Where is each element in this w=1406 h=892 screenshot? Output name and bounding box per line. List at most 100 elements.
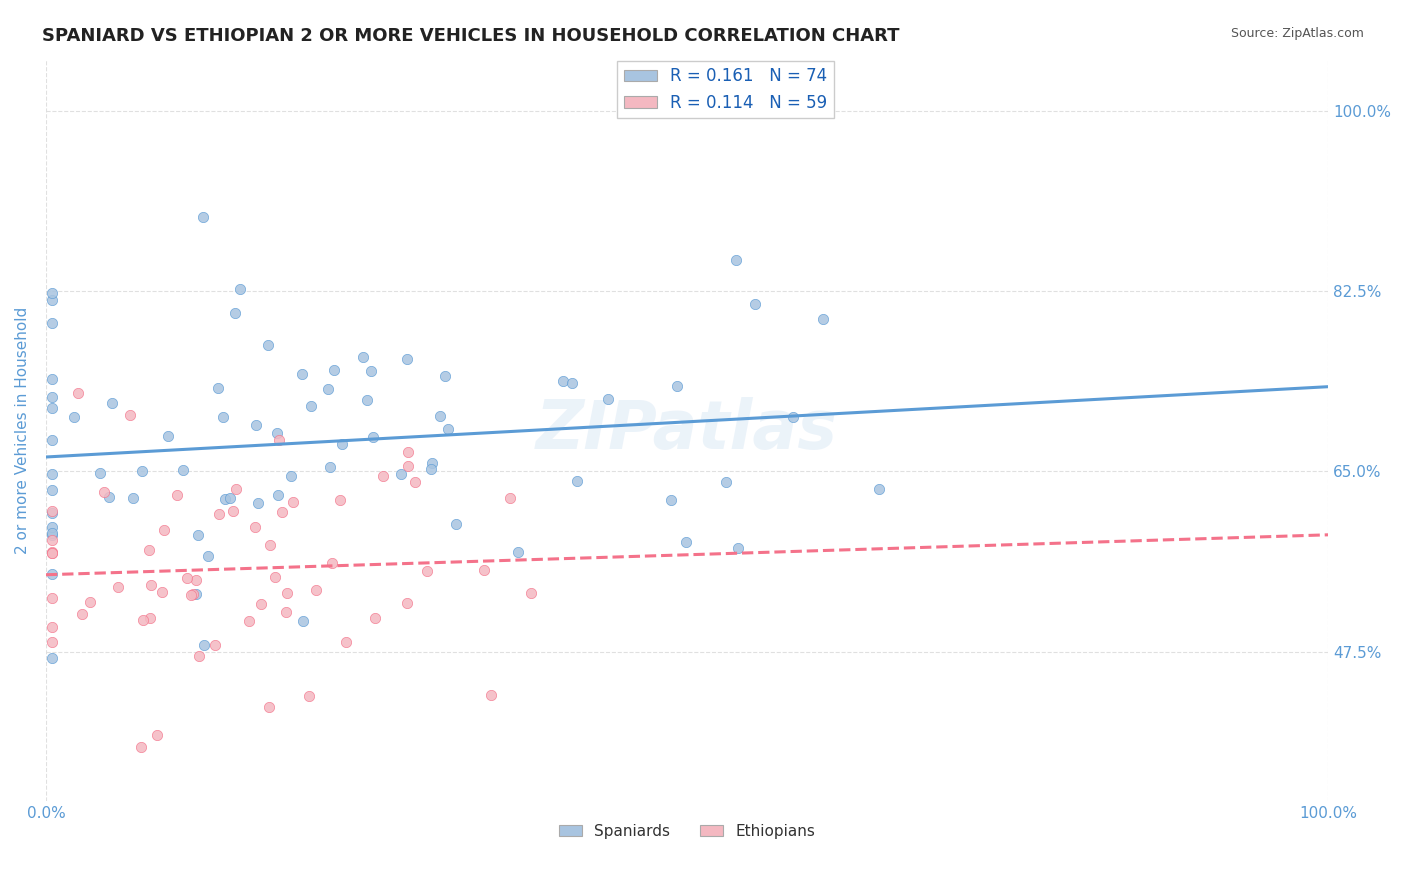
Point [299, 399, 322, 413]
Point [259, 538, 281, 552]
Point [323, 362, 346, 376]
Point [121, 491, 143, 505]
Point [41, 620, 63, 634]
Point [420, 456, 443, 470]
Point [416, 564, 439, 578]
Point [267, 433, 290, 447]
Point [519, 585, 541, 599]
Point [229, 282, 252, 296]
Point [364, 610, 387, 624]
Point [207, 382, 229, 396]
Text: Source: ZipAtlas.com: Source: ZipAtlas.com [1230, 27, 1364, 40]
Point [131, 464, 153, 478]
Point [41, 533, 63, 548]
Point [98, 490, 121, 504]
Point [744, 297, 766, 311]
Text: SPANIARD VS ETHIOPIAN 2 OR MORE VEHICLES IN HOUSEHOLD CORRELATION CHART: SPANIARD VS ETHIOPIAN 2 OR MORE VEHICLES… [42, 27, 900, 45]
Point [259, 700, 281, 714]
Point [193, 638, 215, 652]
Point [395, 352, 418, 367]
Point [101, 396, 124, 410]
Point [291, 614, 314, 628]
Point [41, 506, 63, 520]
Point [41, 546, 63, 560]
Point [172, 463, 194, 477]
Point [41, 634, 63, 648]
Point [214, 492, 236, 507]
Point [257, 337, 280, 351]
Point [714, 475, 737, 489]
Point [208, 508, 231, 522]
Point [41, 390, 63, 404]
Point [479, 688, 502, 702]
Point [139, 611, 162, 625]
Point [396, 458, 419, 473]
Point [437, 422, 460, 436]
Point [335, 635, 357, 649]
Point [811, 311, 834, 326]
Point [72, 607, 94, 622]
Point [598, 392, 620, 407]
Point [250, 597, 273, 611]
Y-axis label: 2 or more Vehicles in Household: 2 or more Vehicles in Household [15, 307, 30, 554]
Point [318, 382, 340, 396]
Point [197, 549, 219, 564]
Point [166, 488, 188, 502]
Point [266, 426, 288, 441]
Point [224, 306, 246, 320]
Point [41, 504, 63, 518]
Point [395, 596, 418, 610]
Point [146, 728, 169, 742]
Point [499, 491, 522, 505]
Point [188, 648, 211, 663]
Point [356, 392, 378, 407]
Point [446, 517, 468, 532]
Point [41, 651, 63, 665]
Point [404, 475, 426, 489]
Point [180, 588, 202, 602]
Point [506, 545, 529, 559]
Point [474, 563, 496, 577]
Point [429, 409, 451, 423]
Point [222, 504, 245, 518]
Point [291, 367, 314, 381]
Point [212, 409, 235, 424]
Point [267, 488, 290, 502]
Point [433, 368, 456, 383]
Point [41, 527, 63, 541]
Point [41, 483, 63, 497]
Point [41, 401, 63, 415]
Point [41, 525, 63, 540]
Point [276, 605, 298, 619]
Point [330, 436, 353, 450]
Point [553, 375, 575, 389]
Point [270, 505, 292, 519]
Point [191, 211, 214, 225]
Point [319, 459, 342, 474]
Point [132, 613, 155, 627]
Point [321, 556, 343, 570]
Point [219, 491, 242, 505]
Point [659, 493, 682, 508]
Point [329, 493, 352, 508]
Point [89, 467, 111, 481]
Point [247, 496, 270, 510]
Point [264, 570, 287, 584]
Point [396, 445, 419, 459]
Point [204, 638, 226, 652]
Point [371, 469, 394, 483]
Point [129, 740, 152, 755]
Point [238, 614, 260, 628]
Point [41, 285, 63, 300]
Point [389, 467, 412, 481]
Point [281, 495, 304, 509]
Point [176, 571, 198, 585]
Text: ZIPatlas: ZIPatlas [536, 397, 838, 463]
Point [139, 578, 162, 592]
Point [184, 587, 207, 601]
Point [298, 689, 321, 703]
Point [107, 580, 129, 594]
Point [280, 469, 302, 483]
Point [41, 567, 63, 582]
Point [184, 573, 207, 587]
